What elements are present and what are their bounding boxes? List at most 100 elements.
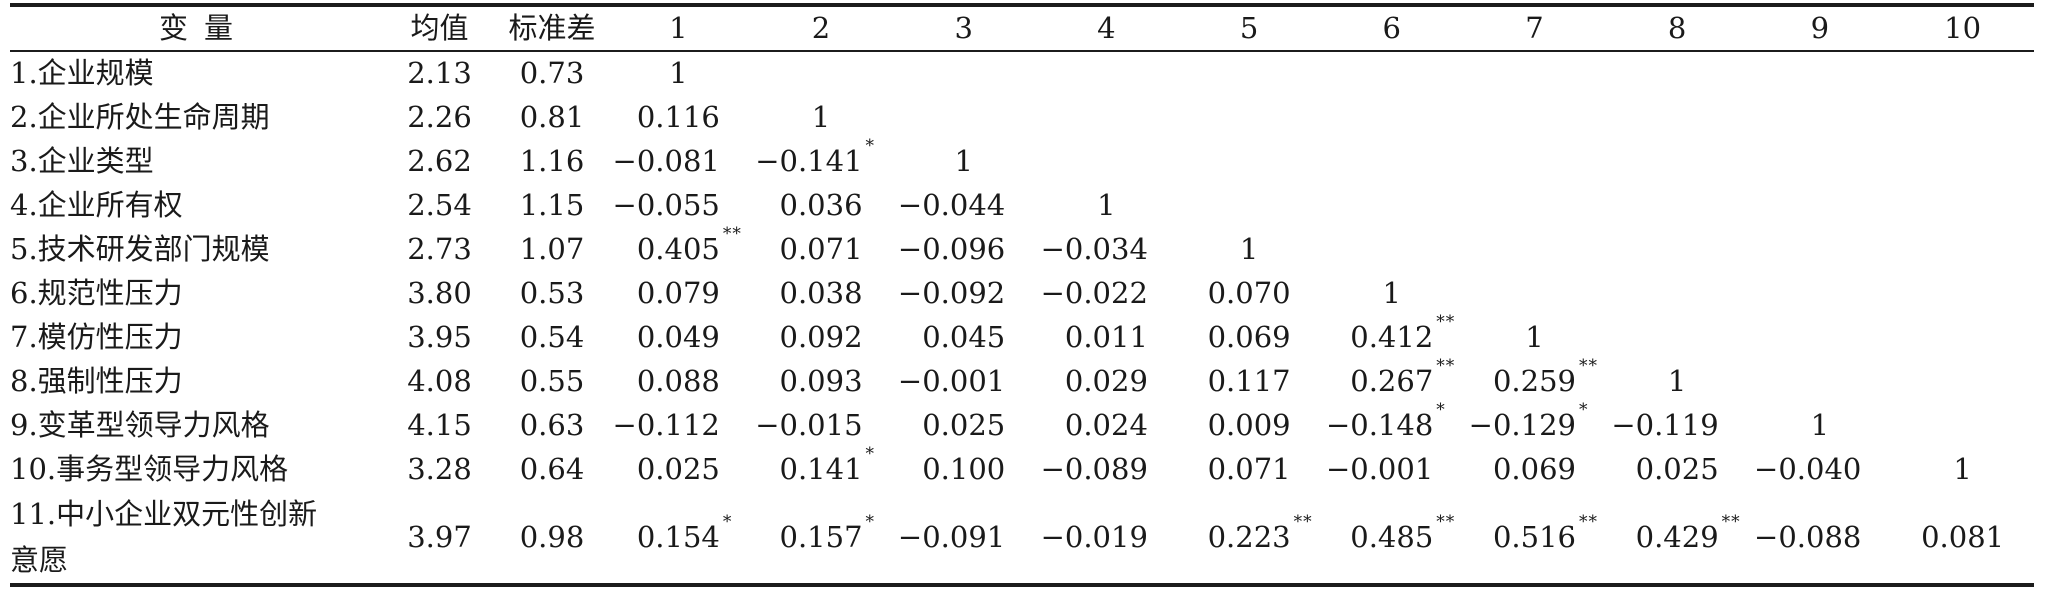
header-row: 变量 均值 标准差 1 2 3 4 5 6 7 8 9 10 bbox=[10, 5, 2034, 51]
correlation-value: −0.148 * bbox=[1325, 400, 1446, 442]
cell-corr-3: −0.092 bbox=[892, 271, 1035, 315]
cell-sd: 0.73 bbox=[519, 56, 585, 91]
correlation-value: 0.081 bbox=[1921, 519, 2005, 554]
cell-corr-3 bbox=[892, 51, 1035, 95]
cell-corr-8: 0.429 ** bbox=[1606, 491, 1749, 585]
table-row: 11.中小企业双元性创新 意愿 3.97 0.98 0.154 * 0.157 * −0.091… bbox=[10, 491, 2034, 585]
cell-corr-8 bbox=[1606, 95, 1749, 139]
cell-corr-6: 0.267 ** bbox=[1320, 356, 1463, 403]
correlation-value: 0.516 ** bbox=[1492, 512, 1598, 554]
header-variable: 变量 bbox=[158, 11, 249, 46]
cell-corr-8 bbox=[1606, 51, 1749, 95]
cell-corr-5 bbox=[1178, 51, 1321, 95]
cell-mean: 4.15 bbox=[407, 407, 472, 442]
table-row: 1.企业规模 2.13 0.73 1 bbox=[10, 51, 2034, 95]
cell-corr-1: 0.049 bbox=[607, 315, 750, 359]
significance-stars: * bbox=[865, 512, 876, 533]
variable-label-line: 意愿 bbox=[10, 543, 69, 577]
cell-corr-4: −0.089 bbox=[1035, 447, 1178, 491]
cell-corr-10: 1 bbox=[1891, 447, 2034, 491]
minus-sign: − bbox=[1468, 407, 1493, 442]
correlation-value: 0.070 bbox=[1207, 275, 1291, 310]
cell-corr-4: −0.019 bbox=[1035, 491, 1178, 585]
cell-mean: 2.62 bbox=[407, 143, 472, 178]
significance-stars: * bbox=[1436, 400, 1446, 421]
significance-stars: ** bbox=[1578, 356, 1598, 377]
cell-corr-5 bbox=[1178, 183, 1321, 227]
cell-mean: 4.08 bbox=[407, 363, 472, 398]
cell-corr-5: 0.009 bbox=[1178, 403, 1321, 447]
significance-stars: ** bbox=[1293, 512, 1313, 533]
cell-corr-6 bbox=[1320, 95, 1463, 139]
correlation-value: −0.081 bbox=[612, 143, 720, 178]
header-col-1: 1 bbox=[669, 11, 688, 46]
correlation-value: 0.141 * bbox=[779, 444, 876, 486]
cell-corr-2: 0.093 bbox=[750, 359, 893, 403]
minus-sign: − bbox=[1611, 407, 1636, 442]
minus-sign: − bbox=[1754, 451, 1779, 486]
correlation-value: 0.093 bbox=[779, 363, 863, 398]
correlation-value: 1 bbox=[1667, 363, 1687, 398]
cell-corr-10 bbox=[1891, 95, 2034, 139]
correlation-value: 0.069 bbox=[1207, 319, 1291, 354]
correlation-value: 0.079 bbox=[636, 275, 720, 310]
cell-corr-4: 0.029 bbox=[1035, 359, 1178, 403]
significance-stars: ** bbox=[1721, 512, 1741, 533]
significance-stars: ** bbox=[722, 224, 742, 245]
cell-variable-label: 10.事务型领导力风格 bbox=[10, 451, 289, 486]
cell-sd: 0.81 bbox=[519, 99, 585, 134]
minus-sign: − bbox=[1040, 519, 1065, 554]
cell-corr-3: 0.100 bbox=[892, 447, 1035, 491]
cell-corr-9 bbox=[1749, 227, 1892, 271]
correlation-value: 1 bbox=[1097, 187, 1116, 222]
table-row: 5.技术研发部门规模 2.73 1.07 0.405 ** 0.071 −0.096 −0.0… bbox=[10, 224, 2034, 271]
table-row: 6.规范性压力 3.80 0.53 0.079 0.038 −0.092 −0.022 0.0… bbox=[10, 271, 2034, 315]
cell-corr-1: −0.112 bbox=[607, 403, 750, 447]
cell-corr-5: 0.071 bbox=[1178, 447, 1321, 491]
table-row: 10.事务型领导力风格 3.28 0.64 0.025 0.141 * 0.100 −0.08… bbox=[10, 444, 2034, 491]
cell-mean: 3.95 bbox=[407, 319, 472, 354]
cell-corr-8 bbox=[1606, 139, 1749, 183]
cell-corr-6: 1 bbox=[1320, 271, 1463, 315]
minus-sign: − bbox=[1325, 451, 1351, 486]
correlation-value: 0.088 bbox=[636, 363, 720, 398]
cell-corr-5 bbox=[1178, 95, 1321, 139]
significance-stars: * bbox=[722, 512, 733, 533]
cell-sd: 0.54 bbox=[519, 319, 585, 354]
correlation-value: −0.091 bbox=[897, 519, 1006, 554]
cell-corr-8 bbox=[1606, 271, 1749, 315]
minus-sign: − bbox=[897, 275, 923, 310]
header-col-5: 5 bbox=[1239, 11, 1259, 46]
correlation-value: 1 bbox=[669, 56, 688, 91]
significance-stars: * bbox=[865, 136, 876, 157]
significance-stars: ** bbox=[1436, 356, 1456, 377]
cell-sd: 0.63 bbox=[519, 407, 585, 442]
cell-corr-9: 1 bbox=[1749, 403, 1892, 447]
cell-sd: 1.15 bbox=[519, 187, 585, 222]
correlation-value: −0.044 bbox=[897, 187, 1006, 222]
minus-sign: − bbox=[897, 187, 923, 222]
cell-corr-6: −0.001 bbox=[1320, 447, 1463, 491]
cell-corr-8 bbox=[1606, 315, 1749, 359]
cell-mean: 3.97 bbox=[407, 519, 472, 554]
correlation-value: 0.485 ** bbox=[1350, 512, 1456, 554]
cell-variable-label: 5.技术研发部门规模 bbox=[10, 231, 270, 266]
cell-sd: 0.53 bbox=[519, 275, 585, 310]
cell-corr-3: −0.096 bbox=[892, 227, 1035, 271]
correlation-value: 1 bbox=[1953, 451, 1972, 486]
cell-variable-label: 4.企业所有权 bbox=[10, 187, 183, 222]
cell-corr-8 bbox=[1606, 227, 1749, 271]
correlation-value: 0.267 ** bbox=[1350, 356, 1456, 398]
significance-stars: ** bbox=[1436, 512, 1456, 533]
cell-corr-4: 0.011 bbox=[1035, 315, 1178, 359]
cell-corr-8: 1 bbox=[1606, 359, 1749, 403]
cell-corr-10 bbox=[1891, 271, 2034, 315]
cell-corr-2: 0.038 bbox=[750, 271, 893, 315]
cell-corr-8: −0.119 bbox=[1606, 403, 1749, 447]
cell-sd: 0.98 bbox=[519, 519, 585, 554]
minus-sign: − bbox=[1040, 275, 1065, 310]
table-row: 4.企业所有权 2.54 1.15 −0.055 0.036 −0.044 1 bbox=[10, 183, 2034, 227]
significance-stars: * bbox=[1578, 400, 1589, 421]
correlation-value: 0.036 bbox=[779, 187, 863, 222]
